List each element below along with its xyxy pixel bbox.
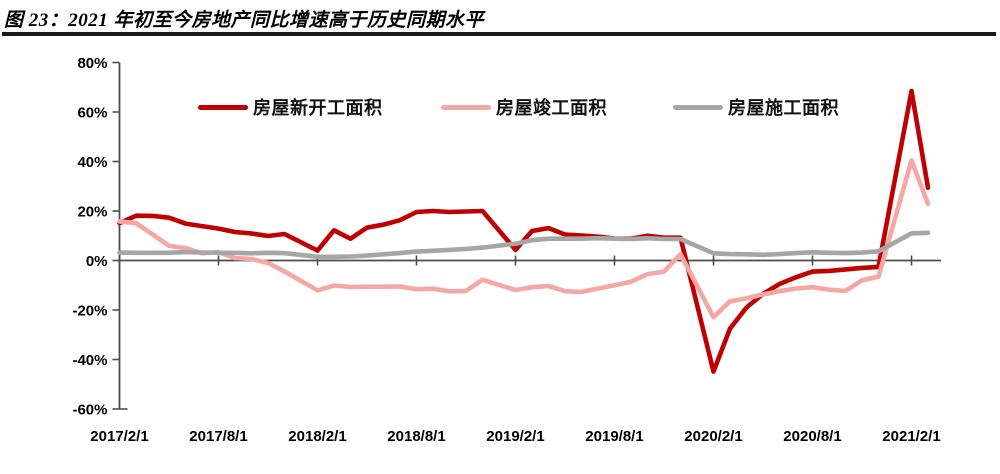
legend-label-new-starts: 房屋新开工面积 — [253, 98, 383, 118]
svg-text:2018/2/1: 2018/2/1 — [288, 428, 346, 445]
legend-label-completions: 房屋竣工面积 — [496, 98, 607, 118]
svg-text:-60%: -60% — [72, 402, 107, 419]
svg-text:2019/2/1: 2019/2/1 — [486, 428, 544, 445]
svg-text:2020/8/1: 2020/8/1 — [783, 428, 841, 445]
figure-title: 图 23：2021 年初至今房地产同比增速高于历史同期水平 — [4, 10, 485, 31]
svg-text:-40%: -40% — [72, 352, 107, 369]
svg-text:2017/8/1: 2017/8/1 — [189, 428, 247, 445]
svg-text:20%: 20% — [77, 204, 107, 221]
svg-text:2018/8/1: 2018/8/1 — [387, 428, 445, 445]
svg-text:2021/2/1: 2021/2/1 — [882, 428, 940, 445]
svg-text:40%: 40% — [77, 154, 107, 171]
chart-legend: 房屋新开工面积 房屋竣工面积 房屋施工面积 — [0, 96, 1000, 118]
svg-text:2017/2/1: 2017/2/1 — [90, 428, 148, 445]
legend-swatch-completions — [441, 104, 491, 110]
legend-item-new-starts: 房屋新开工面积 — [198, 96, 383, 118]
svg-text:0%: 0% — [86, 253, 108, 270]
legend-swatch-new-starts — [198, 104, 248, 110]
svg-text:80%: 80% — [77, 55, 107, 72]
svg-text:-20%: -20% — [72, 303, 107, 320]
legend-item-completions: 房屋竣工面积 — [441, 96, 607, 118]
svg-text:2019/8/1: 2019/8/1 — [585, 428, 643, 445]
svg-text:2020/2/1: 2020/2/1 — [684, 428, 742, 445]
legend-label-under-construction: 房屋施工面积 — [728, 98, 839, 118]
svg-text:60%: 60% — [77, 105, 107, 122]
legend-swatch-under-construction — [673, 104, 723, 110]
legend-item-under-construction: 房屋施工面积 — [673, 96, 839, 118]
title-divider — [2, 32, 996, 36]
